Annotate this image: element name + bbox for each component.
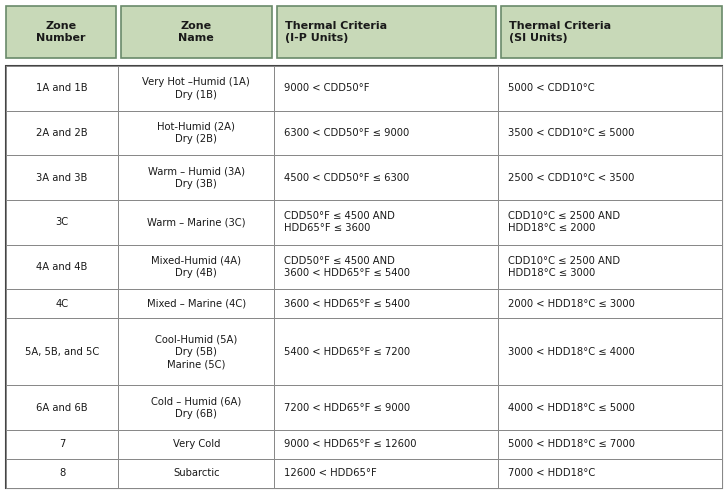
Text: CDD10°C ≤ 2500 AND
HDD18°C ≤ 2000: CDD10°C ≤ 2500 AND HDD18°C ≤ 2000 [508,211,620,234]
Text: 7200 < HDD65°F ≤ 9000: 7200 < HDD65°F ≤ 9000 [284,403,411,412]
Text: 4C: 4C [55,299,68,309]
Bar [274,430,498,459]
Text: 2A and 2B: 2A and 2B [36,128,88,138]
Bar [498,385,722,430]
Bar [498,318,722,385]
Bar [498,155,722,200]
Text: 3A and 3B: 3A and 3B [36,172,88,183]
Bar [118,245,274,289]
Bar [6,289,118,318]
Bar [274,245,498,289]
Bar [118,289,274,318]
Bar [6,459,118,488]
Text: Mixed-Humid (4A)
Dry (4B): Mixed-Humid (4A) Dry (4B) [151,256,241,278]
Text: Cold – Humid (6A)
Dry (6B): Cold – Humid (6A) Dry (6B) [151,396,242,419]
Text: 4500 < CDD50°F ≤ 6300: 4500 < CDD50°F ≤ 6300 [284,172,409,183]
Text: 5400 < HDD65°F ≤ 7200: 5400 < HDD65°F ≤ 7200 [284,347,411,357]
Text: CDD50°F ≤ 4500 AND
HDD65°F ≤ 3600: CDD50°F ≤ 4500 AND HDD65°F ≤ 3600 [284,211,395,234]
Bar [274,111,498,155]
Bar [498,430,722,459]
Text: 8: 8 [59,468,66,479]
Bar [118,430,274,459]
Bar [498,289,722,318]
Bar [274,66,498,111]
Text: 3500 < CDD10°C ≤ 5000: 3500 < CDD10°C ≤ 5000 [508,128,635,138]
Bar [6,318,118,385]
Text: Subarctic: Subarctic [173,468,220,479]
Text: 4A and 4B: 4A and 4B [36,262,88,272]
Bar [274,200,498,245]
Text: 9000 < HDD65°F ≤ 12600: 9000 < HDD65°F ≤ 12600 [284,440,416,450]
Bar [118,459,274,488]
Text: Thermal Criteria
(SI Units): Thermal Criteria (SI Units) [509,21,611,43]
Text: 3600 < HDD65°F ≤ 5400: 3600 < HDD65°F ≤ 5400 [284,299,411,309]
Bar [6,111,118,155]
Bar [118,318,274,385]
Text: 12600 < HDD65°F: 12600 < HDD65°F [284,468,377,479]
Bar [274,318,498,385]
Text: 2000 < HDD18°C ≤ 3000: 2000 < HDD18°C ≤ 3000 [508,299,635,309]
Bar [277,6,496,58]
Text: 7: 7 [59,440,66,450]
Text: Very Cold: Very Cold [173,440,220,450]
Bar [274,289,498,318]
Text: CDD50°F ≤ 4500 AND
3600 < HDD65°F ≤ 5400: CDD50°F ≤ 4500 AND 3600 < HDD65°F ≤ 5400 [284,256,411,278]
Bar [121,6,272,58]
Text: Very Hot –Humid (1A)
Dry (1B): Very Hot –Humid (1A) Dry (1B) [143,77,250,99]
Bar [274,385,498,430]
Text: 3000 < HDD18°C ≤ 4000: 3000 < HDD18°C ≤ 4000 [508,347,635,357]
Text: CDD10°C ≤ 2500 AND
HDD18°C ≤ 3000: CDD10°C ≤ 2500 AND HDD18°C ≤ 3000 [508,256,620,278]
Text: 6A and 6B: 6A and 6B [36,403,88,412]
Text: Hot-Humid (2A)
Dry (2B): Hot-Humid (2A) Dry (2B) [157,122,235,144]
Bar [6,245,118,289]
Text: Zone
Number: Zone Number [36,21,86,43]
Bar [6,6,116,58]
Bar [6,385,118,430]
Text: 5000 < HDD18°C ≤ 7000: 5000 < HDD18°C ≤ 7000 [508,440,635,450]
Bar [6,66,118,111]
Text: Zone
Name: Zone Name [178,21,214,43]
Bar [6,430,118,459]
Bar [498,200,722,245]
Bar [274,459,498,488]
Text: 9000 < CDD50°F: 9000 < CDD50°F [284,83,370,93]
Bar [6,200,118,245]
Bar [118,66,274,111]
Bar [498,111,722,155]
Text: 1A and 1B: 1A and 1B [36,83,88,93]
Text: Warm – Humid (3A)
Dry (3B): Warm – Humid (3A) Dry (3B) [148,166,245,189]
Bar [118,155,274,200]
Bar [501,6,722,58]
Text: Thermal Criteria
(I-P Units): Thermal Criteria (I-P Units) [285,21,387,43]
Bar [498,459,722,488]
Bar [118,111,274,155]
Bar [118,200,274,245]
Bar [6,66,722,488]
Bar [274,155,498,200]
Bar [6,155,118,200]
Text: Mixed – Marine (4C): Mixed – Marine (4C) [147,299,246,309]
Bar [118,385,274,430]
Bar [498,245,722,289]
Text: 2500 < CDD10°C < 3500: 2500 < CDD10°C < 3500 [508,172,635,183]
Text: 5000 < CDD10°C: 5000 < CDD10°C [508,83,595,93]
Text: 5A, 5B, and 5C: 5A, 5B, and 5C [25,347,99,357]
Text: Cool-Humid (5A)
Dry (5B)
Marine (5C): Cool-Humid (5A) Dry (5B) Marine (5C) [155,334,237,369]
Text: Warm – Marine (3C): Warm – Marine (3C) [147,217,245,227]
Text: 4000 < HDD18°C ≤ 5000: 4000 < HDD18°C ≤ 5000 [508,403,635,412]
Text: 7000 < HDD18°C: 7000 < HDD18°C [508,468,596,479]
Text: 6300 < CDD50°F ≤ 9000: 6300 < CDD50°F ≤ 9000 [284,128,409,138]
Bar [498,66,722,111]
Text: 3C: 3C [55,217,68,227]
